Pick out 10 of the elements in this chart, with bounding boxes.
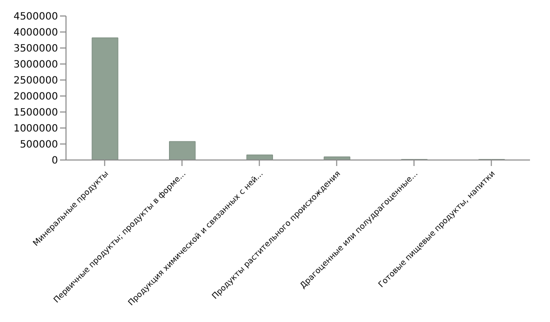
y-tick-label: 0	[52, 156, 58, 167]
y-tick-label: 1500000	[13, 108, 58, 119]
y-tick-label: 3500000	[13, 44, 58, 55]
y-tick-label: 1000000	[13, 124, 58, 135]
y-tick-label: 4500000	[13, 12, 58, 23]
y-tick-label: 4000000	[13, 28, 58, 39]
y-tick-label: 500000	[20, 140, 58, 151]
y-tick-label: 2000000	[13, 92, 58, 103]
y-tick-label: 2500000	[13, 76, 58, 87]
y-tick-label: 3000000	[13, 60, 58, 71]
